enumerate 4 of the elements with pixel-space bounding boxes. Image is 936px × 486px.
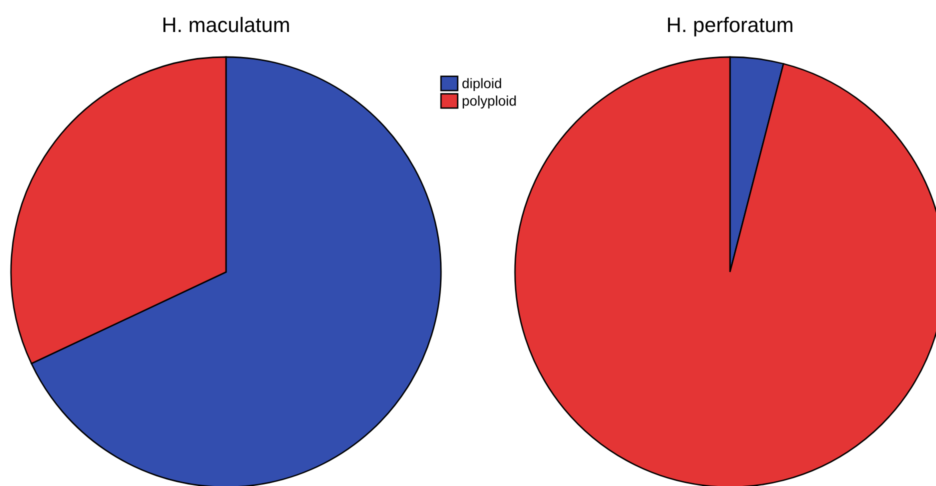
- chart-title: H. perforatum: [668, 16, 792, 36]
- legend-label: polyploid: [462, 96, 516, 109]
- chart-title: H. maculatum: [163, 16, 289, 32]
- legend-label: diploid: [462, 78, 502, 92]
